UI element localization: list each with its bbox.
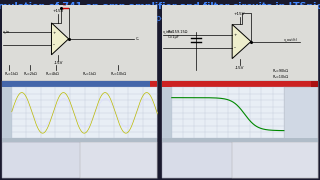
Text: R₁=1kΩ: R₁=1kΩ — [5, 72, 19, 76]
Text: v_in(t): v_in(t) — [163, 30, 174, 34]
Text: C₁: C₁ — [63, 3, 67, 7]
Text: R₁=10kΩ: R₁=10kΩ — [273, 75, 289, 79]
Text: R₅=10kΩ: R₅=10kΩ — [111, 72, 127, 76]
Bar — [162, 87, 172, 142]
Bar — [2, 142, 157, 178]
Text: Simulation of 741 op-amp amplifier and filter circuits in LTSpice.: Simulation of 741 op-amp amplifier and f… — [0, 2, 320, 11]
Bar — [162, 81, 318, 142]
Text: -: - — [234, 45, 236, 50]
Text: C₂: C₂ — [136, 37, 140, 41]
Bar — [232, 142, 318, 178]
Bar — [162, 5, 318, 81]
Text: C=1μF: C=1μF — [168, 35, 180, 39]
Text: R=159.15Ω: R=159.15Ω — [168, 30, 188, 34]
Bar — [12, 87, 157, 138]
Bar — [162, 81, 318, 87]
Text: +15V: +15V — [234, 12, 245, 15]
Bar — [162, 5, 318, 178]
Text: R₄=1kΩ: R₄=1kΩ — [83, 72, 96, 76]
Text: (also how to add 741 op-amp model to LTSpice): (also how to add 741 op-amp model to LTS… — [52, 14, 268, 23]
Bar — [2, 81, 157, 142]
Bar — [284, 87, 318, 142]
Text: -15V: -15V — [53, 61, 63, 65]
Bar — [2, 81, 157, 87]
Bar — [2, 5, 157, 81]
Polygon shape — [232, 24, 251, 59]
Polygon shape — [52, 23, 68, 55]
Bar — [310, 81, 318, 87]
Text: v_out(t): v_out(t) — [284, 38, 298, 42]
Bar — [79, 142, 157, 178]
Text: +15V: +15V — [52, 9, 64, 13]
Text: -: - — [53, 42, 55, 47]
Text: R₂=90kΩ: R₂=90kΩ — [273, 69, 289, 73]
Text: +: + — [233, 33, 237, 37]
Bar — [2, 5, 157, 178]
Text: -15V: -15V — [235, 66, 244, 70]
Text: v_in: v_in — [3, 29, 10, 33]
Bar — [150, 81, 157, 87]
Text: R₃=4kΩ: R₃=4kΩ — [45, 72, 59, 76]
Bar — [162, 138, 318, 142]
Bar — [2, 138, 157, 142]
Bar — [2, 87, 12, 142]
Text: +: + — [52, 31, 56, 35]
Text: R₂=2kΩ: R₂=2kΩ — [23, 72, 37, 76]
Bar — [162, 142, 318, 178]
Bar — [172, 87, 284, 138]
